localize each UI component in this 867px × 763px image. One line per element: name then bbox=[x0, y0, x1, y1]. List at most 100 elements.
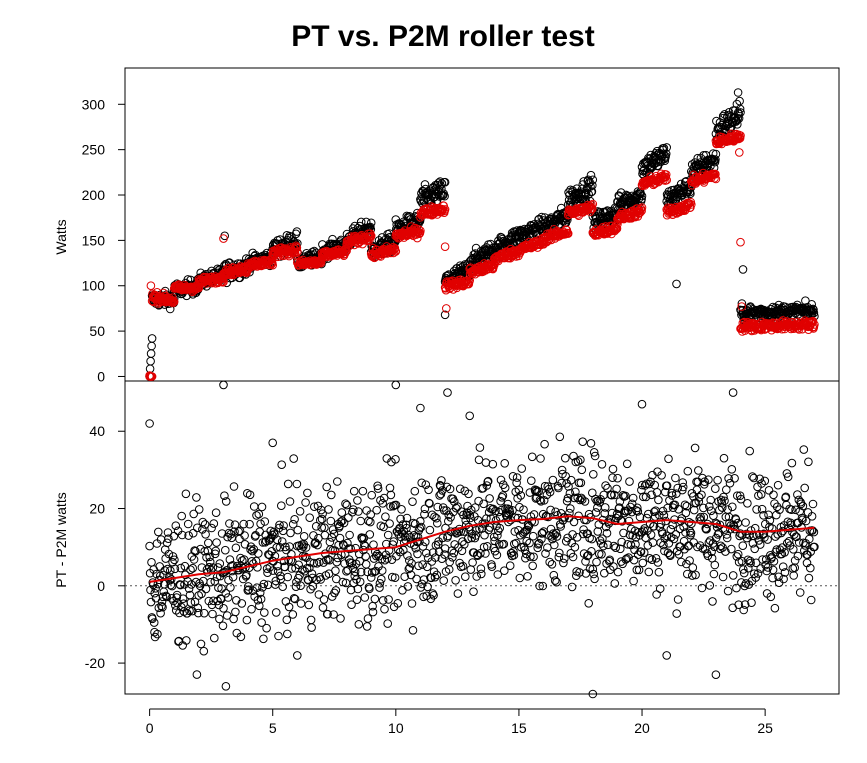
p2m-point bbox=[735, 148, 744, 157]
difference-point bbox=[754, 536, 764, 545]
difference-point bbox=[189, 555, 199, 564]
difference-point bbox=[360, 593, 370, 602]
difference-point bbox=[500, 483, 510, 493]
difference-point bbox=[583, 529, 593, 538]
top-y-tick-label: 250 bbox=[82, 142, 106, 158]
difference-point bbox=[509, 550, 519, 560]
difference-point bbox=[631, 540, 640, 549]
difference-point bbox=[290, 515, 299, 524]
difference-point bbox=[565, 489, 575, 498]
difference-point bbox=[563, 493, 573, 503]
difference-point bbox=[716, 544, 725, 554]
difference-point bbox=[645, 554, 655, 563]
difference-point bbox=[230, 527, 239, 536]
difference-point bbox=[774, 572, 783, 582]
bottom-y-tick-label: 20 bbox=[89, 501, 105, 517]
pt-point bbox=[733, 88, 743, 97]
difference-point bbox=[642, 479, 651, 489]
difference-point bbox=[268, 438, 278, 448]
difference-point bbox=[339, 518, 349, 528]
difference-point bbox=[469, 587, 478, 597]
difference-point bbox=[418, 542, 428, 551]
difference-point bbox=[483, 476, 493, 486]
pt-point bbox=[292, 227, 302, 236]
p2m-point bbox=[391, 247, 401, 256]
difference-point bbox=[295, 507, 305, 516]
p2m-point bbox=[440, 242, 450, 251]
difference-point bbox=[389, 537, 399, 546]
difference-point bbox=[319, 595, 329, 604]
difference-point bbox=[482, 481, 492, 490]
difference-point bbox=[299, 532, 309, 541]
difference-point bbox=[303, 488, 312, 498]
difference-point bbox=[231, 543, 241, 553]
difference-point bbox=[664, 454, 673, 464]
difference-point bbox=[335, 521, 344, 531]
difference-point bbox=[605, 555, 615, 565]
p2m-point bbox=[293, 247, 302, 257]
difference-point bbox=[422, 548, 431, 558]
difference-point bbox=[677, 557, 686, 567]
difference-point bbox=[573, 457, 583, 466]
bottom-panel-points bbox=[125, 380, 839, 699]
difference-point bbox=[290, 594, 300, 604]
difference-point bbox=[260, 608, 269, 617]
p2m-point bbox=[736, 237, 745, 247]
difference-point bbox=[353, 496, 362, 505]
difference-point bbox=[433, 518, 442, 528]
difference-point bbox=[528, 531, 538, 541]
difference-point bbox=[738, 541, 748, 551]
difference-point bbox=[697, 583, 707, 593]
difference-point bbox=[681, 508, 691, 518]
pt-point bbox=[809, 308, 819, 318]
difference-point bbox=[408, 626, 418, 635]
difference-point bbox=[446, 513, 455, 522]
difference-point bbox=[221, 545, 230, 555]
difference-point bbox=[324, 505, 333, 514]
difference-point bbox=[798, 501, 808, 511]
difference-point bbox=[559, 558, 568, 568]
difference-point bbox=[539, 527, 549, 536]
pt-point bbox=[809, 305, 818, 315]
difference-point bbox=[372, 505, 382, 515]
difference-point bbox=[466, 565, 476, 574]
difference-point bbox=[428, 548, 438, 557]
difference-point bbox=[647, 555, 657, 565]
difference-point bbox=[416, 517, 425, 526]
difference-point bbox=[254, 509, 264, 519]
difference-point bbox=[415, 523, 425, 533]
difference-point bbox=[780, 568, 790, 577]
difference-point bbox=[347, 558, 357, 568]
difference-point bbox=[445, 484, 455, 494]
difference-point bbox=[246, 545, 255, 554]
difference-point bbox=[255, 588, 265, 598]
difference-point bbox=[242, 570, 251, 580]
difference-point bbox=[508, 506, 517, 515]
difference-point bbox=[268, 566, 278, 575]
difference-point bbox=[158, 602, 167, 612]
difference-point bbox=[671, 530, 681, 539]
difference-point bbox=[568, 552, 578, 562]
difference-point bbox=[629, 576, 638, 586]
difference-point bbox=[380, 604, 389, 614]
difference-point bbox=[566, 475, 576, 485]
difference-point bbox=[485, 494, 494, 503]
p2m-point bbox=[219, 277, 228, 287]
pt-point bbox=[724, 108, 734, 117]
difference-point bbox=[323, 555, 333, 564]
difference-point bbox=[694, 493, 704, 502]
difference-point bbox=[679, 536, 689, 546]
difference-point bbox=[263, 568, 272, 578]
difference-point bbox=[181, 489, 191, 499]
difference-point bbox=[358, 486, 368, 496]
difference-point bbox=[201, 530, 210, 539]
top-y-tick-label: 0 bbox=[97, 368, 105, 384]
difference-point bbox=[403, 551, 412, 560]
difference-point bbox=[407, 599, 417, 608]
difference-point bbox=[177, 511, 186, 521]
difference-point bbox=[362, 622, 372, 631]
difference-point bbox=[305, 558, 315, 567]
difference-point bbox=[808, 499, 818, 509]
difference-point bbox=[228, 561, 237, 570]
difference-point bbox=[627, 507, 637, 517]
